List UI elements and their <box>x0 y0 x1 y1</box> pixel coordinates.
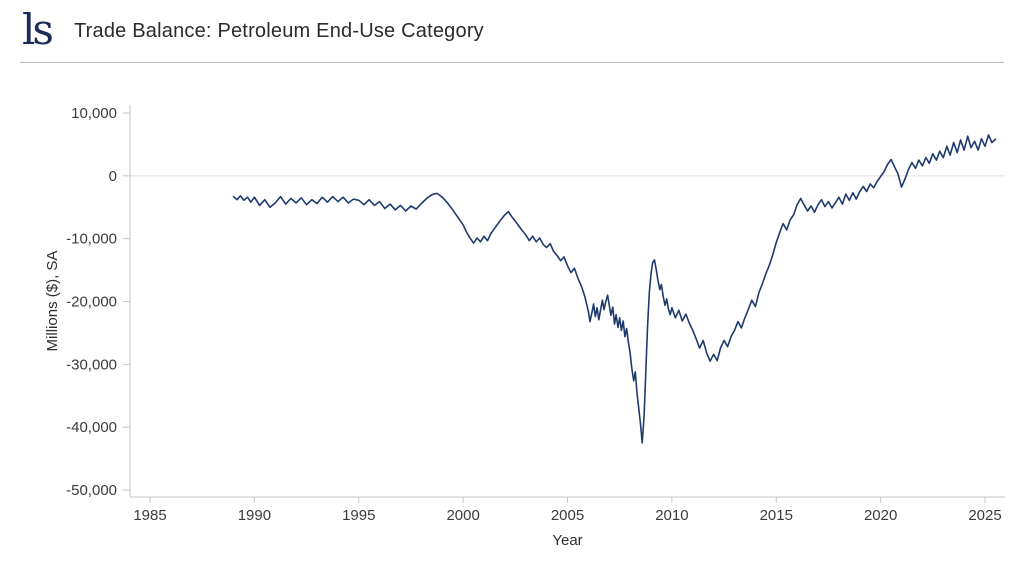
x-tick-label: 2020 <box>864 507 897 524</box>
header-divider <box>20 62 1004 63</box>
x-tick-label: 1995 <box>342 507 375 524</box>
x-tick-label: 2025 <box>968 507 1001 524</box>
svg-text:ls: ls <box>22 8 52 54</box>
x-tick-label: 2015 <box>760 507 793 524</box>
y-tick-label: -20,000 <box>66 294 117 311</box>
y-tick-label: -10,000 <box>66 231 117 248</box>
trade-balance-line <box>232 134 997 444</box>
x-tick-label: 1985 <box>133 507 166 524</box>
ls-logo-icon: ls <box>22 8 55 54</box>
y-tick-label: 0 <box>109 168 117 185</box>
header: ls Trade Balance: Petroleum End-Use Cate… <box>0 0 1024 62</box>
x-tick-label: 2010 <box>655 507 688 524</box>
y-tick-label: -50,000 <box>66 482 117 499</box>
x-tick-label: 2000 <box>446 507 479 524</box>
y-axis-title: Millions ($), SA <box>44 251 61 352</box>
ls-logo: ls <box>20 8 62 54</box>
y-tick-label: 10,000 <box>71 105 117 122</box>
page-title: Trade Balance: Petroleum End-Use Categor… <box>74 19 484 42</box>
y-tick-label: -30,000 <box>66 356 117 373</box>
x-tick-label: 1990 <box>238 507 271 524</box>
y-tick-label: -40,000 <box>66 419 117 436</box>
x-axis-title: Year <box>552 532 582 549</box>
x-tick-label: 2005 <box>551 507 584 524</box>
